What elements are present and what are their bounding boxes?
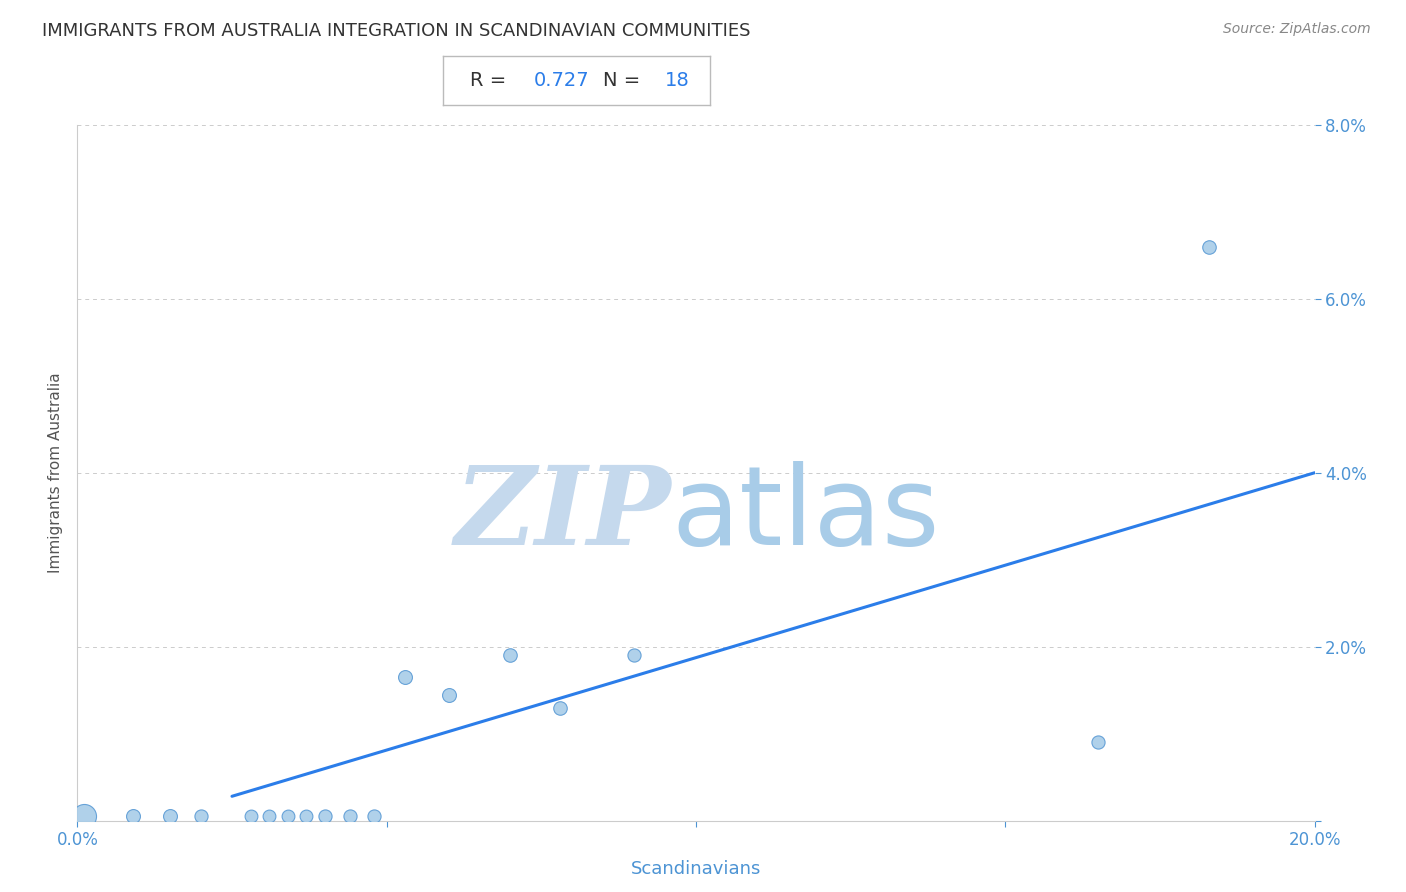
Y-axis label: Immigrants from Australia: Immigrants from Australia: [48, 373, 63, 573]
Text: ZIP: ZIP: [454, 461, 671, 568]
Point: [394, 670, 416, 684]
X-axis label: Scandinavians: Scandinavians: [631, 860, 761, 878]
Text: atlas: atlas: [671, 461, 939, 568]
Point: [339, 809, 361, 823]
Point: [72, 809, 94, 823]
Point: [257, 809, 280, 823]
Text: Source: ZipAtlas.com: Source: ZipAtlas.com: [1223, 22, 1371, 37]
Text: N =: N =: [603, 71, 647, 90]
Point: [239, 809, 262, 823]
Point: [159, 809, 181, 823]
Point: [190, 809, 212, 823]
Text: R =: R =: [470, 71, 512, 90]
Point: [277, 809, 299, 823]
Point: [1087, 735, 1109, 749]
Text: 0.727: 0.727: [534, 71, 589, 90]
Point: [548, 700, 571, 714]
Text: IMMIGRANTS FROM AUSTRALIA INTEGRATION IN SCANDINAVIAN COMMUNITIES: IMMIGRANTS FROM AUSTRALIA INTEGRATION IN…: [42, 22, 751, 40]
Point: [499, 648, 522, 663]
Point: [314, 809, 336, 823]
Point: [295, 809, 318, 823]
Point: [623, 648, 645, 663]
Point: [122, 809, 145, 823]
Point: [437, 688, 460, 702]
Text: 18: 18: [665, 71, 689, 90]
Point: [1198, 239, 1220, 253]
Point: [363, 809, 385, 823]
